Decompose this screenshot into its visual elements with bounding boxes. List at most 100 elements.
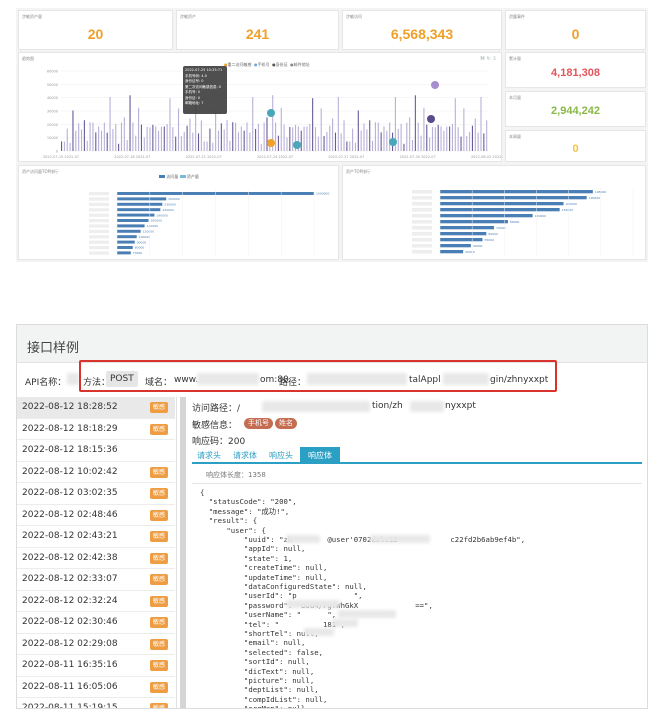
bar — [440, 202, 564, 206]
stat-label: 涉敏资产量 — [22, 14, 42, 19]
code-line: "picture": null, — [200, 676, 315, 685]
interface-sample-panel: 接口样例 API名称： 方法： POST 域名： www. om:80 路径： … — [16, 324, 648, 709]
panel-splitter[interactable] — [180, 397, 186, 708]
trend-bar — [226, 120, 228, 151]
trend-bar — [63, 141, 65, 151]
trend-bar — [451, 124, 454, 151]
trend-bar — [135, 135, 137, 151]
redacted-category-label — [412, 190, 432, 194]
trend-bar — [329, 125, 331, 151]
trend-bar — [434, 127, 436, 151]
trend-bar — [86, 140, 88, 151]
redacted-domain — [197, 373, 259, 385]
sensitive-badge: 敏感 — [150, 574, 169, 585]
code-line: "shortTel": null, — [200, 629, 319, 638]
path-value-mid: talAppl — [409, 375, 441, 385]
stat-card: 涉敏访问 6,568,343 — [342, 10, 502, 50]
request-row[interactable]: 2022-08-12 02:30:46 敏感 — [17, 612, 175, 634]
tab-request-headers[interactable]: 请求头 — [197, 451, 221, 460]
redacted-category-label — [89, 224, 109, 228]
trend-bar — [66, 128, 68, 151]
chart-marker-pin — [431, 81, 439, 89]
status-code: 响应码：200 — [192, 437, 246, 447]
request-time: 2022-08-12 02:43:21 — [22, 531, 118, 541]
tab-request-body[interactable]: 请求体 — [233, 451, 257, 460]
trend-bar — [183, 131, 185, 151]
request-time: 2022-08-12 02:30:46 — [22, 617, 118, 627]
redacted-category-label — [412, 238, 432, 242]
trend-bar — [95, 132, 97, 151]
trend-bar — [326, 131, 328, 151]
trend-bar — [152, 124, 154, 151]
trend-bar — [192, 132, 194, 151]
bar — [117, 219, 149, 222]
request-row[interactable]: 2022-08-12 10:02:42 敏感 — [17, 462, 175, 483]
trend-bar — [275, 122, 277, 151]
request-row[interactable]: 2022-08-11 15:19:15 敏感 — [17, 698, 175, 708]
stat-value: 0 — [572, 143, 579, 155]
bar-value-label: 190000 — [156, 213, 168, 217]
trend-bar — [426, 124, 428, 151]
tab-response-body[interactable]: 响应体 — [300, 447, 340, 464]
response-length: 响应体长度：1358 — [206, 471, 266, 479]
y-tick-label: 60000 — [47, 70, 58, 74]
request-row[interactable]: 2022-08-11 16:05:06 敏感 — [17, 677, 175, 698]
trend-bar — [394, 97, 396, 151]
trend-bar — [112, 129, 114, 151]
request-row[interactable]: 2022-08-12 18:15:36 — [17, 440, 175, 462]
request-row[interactable]: 2022-08-12 18:28:52 敏感 — [17, 397, 175, 419]
request-row[interactable]: 2022-08-12 02:33:07 敏感 — [17, 569, 175, 591]
trend-bar — [61, 141, 63, 151]
request-row[interactable]: 2022-08-11 16:35:16 敏感 — [17, 655, 175, 677]
stat-value: 20 — [87, 26, 104, 42]
redacted-path — [262, 401, 370, 412]
request-time: 2022-08-12 02:33:07 — [22, 574, 118, 584]
bar-value-label: 160000 — [151, 219, 163, 223]
request-row[interactable]: 2022-08-12 02:42:38 敏感 — [17, 548, 175, 569]
highlight-box — [79, 360, 557, 392]
trend-bar — [89, 122, 91, 151]
bar-value-label: 220000 — [162, 208, 174, 212]
detail-tabs: 请求头 请求体 响应头 响应体 — [192, 447, 642, 464]
trend-bar — [69, 142, 71, 151]
request-time: 2022-08-12 02:48:46 — [22, 509, 118, 520]
domain-value-end: om:80 — [260, 375, 289, 385]
code-line: "userName": " ", — [200, 610, 337, 620]
redacted-category-label — [89, 251, 109, 255]
trend-bar — [92, 122, 94, 151]
bar — [117, 246, 133, 249]
request-row[interactable]: 2022-08-12 02:43:21 敏感 — [17, 526, 175, 548]
request-row[interactable]: 2022-08-12 02:29:08 敏感 — [17, 634, 175, 655]
chart-toolbox-icons[interactable]: ⌘ ↻ ⇩ — [480, 56, 497, 62]
redacted-category-label — [89, 192, 109, 196]
asset-top-chart-card: 资产TOP排行 198000 190000 160000 155000 120000 88… — [342, 165, 646, 260]
chart-marker-pin — [427, 115, 435, 123]
trend-bar — [257, 123, 259, 151]
trend-bar — [400, 123, 402, 151]
trend-bar — [83, 120, 85, 151]
trend-bar — [195, 97, 197, 151]
trend-bar — [389, 122, 391, 151]
trend-bar — [212, 142, 214, 151]
redacted-category-label — [412, 232, 432, 236]
trend-bar — [403, 143, 405, 151]
legend-item: 重二访问敏感 — [227, 62, 252, 67]
trend-bar — [220, 123, 222, 151]
legend-item: 资产量 — [186, 174, 199, 179]
request-row[interactable]: 2022-08-12 02:48:46 敏感 — [17, 505, 175, 526]
request-row[interactable]: 2022-08-12 02:32:24 敏感 — [17, 591, 175, 612]
trend-chart-card: 趋势图 0 10000 20000 30000 40000 50000 60000 2022… — [18, 52, 503, 162]
code-line: "result": { — [200, 516, 258, 526]
trend-bar — [240, 126, 242, 151]
trend-bar — [480, 97, 482, 151]
sensitive-badge: 敏感 — [150, 531, 169, 542]
tab-response-headers[interactable]: 响应头 — [269, 451, 293, 460]
bar-value-label: 120000 — [535, 214, 547, 218]
method-value: POST — [106, 371, 138, 387]
trend-bar — [106, 132, 108, 151]
bar-value-label: 160000 — [566, 202, 578, 206]
request-row[interactable]: 2022-08-12 03:02:35 敏感 — [17, 483, 175, 505]
bar-value-label: 60000 — [488, 232, 498, 236]
request-row[interactable]: 2022-08-12 18:18:29 敏感 — [17, 419, 175, 440]
panel-title: 接口样例 — [27, 341, 80, 356]
